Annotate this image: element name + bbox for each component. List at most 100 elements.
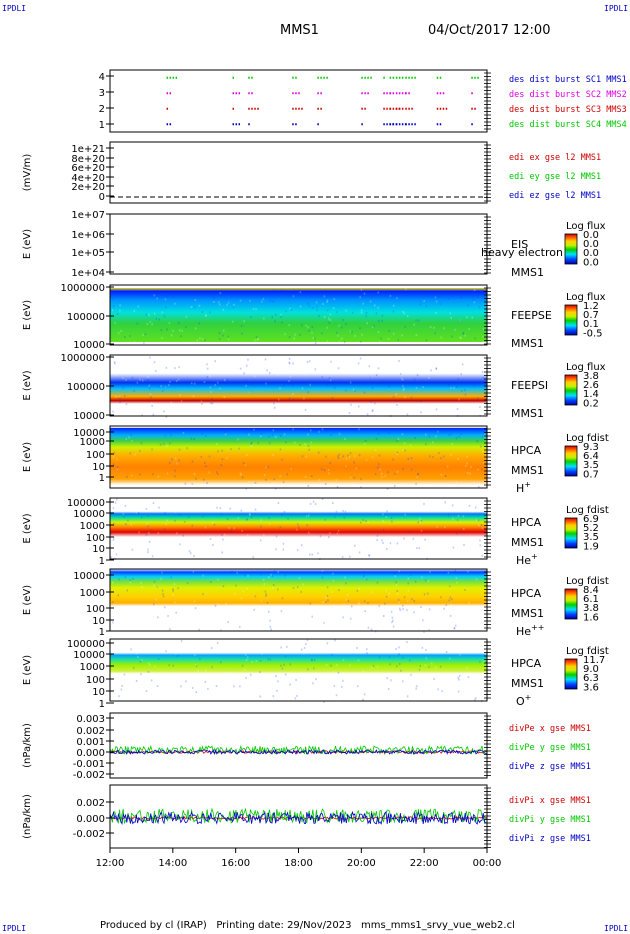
burst-mark [477,76,479,79]
panel-frame [109,712,488,779]
colorbar-tick-label: 0.0 [583,239,599,250]
burst-mark [251,92,253,95]
burst-mark [436,76,439,79]
spacecraft-label: MMS1 [511,407,544,420]
legend-entry: divPi y gse MMS1 [509,815,591,825]
y-axis-title: E (eV) [22,585,33,615]
burst-mark [392,107,395,110]
y-tick-label: 10000 [73,340,105,351]
spectrogram-hpca-he [110,498,487,559]
burst-mark [169,76,172,79]
burst-mark [398,92,401,95]
burst-mark [370,76,372,79]
colorbar-tick-label: 1.2 [583,301,599,312]
burst-mark [474,76,476,79]
panel-eis: heavy electron to 1e+07 1e+06 1e+05 1e+04 E (… [22,210,606,279]
y-tick-label: 0.000 [76,748,105,759]
y-axis-title: E (eV) [22,513,33,543]
footer-credits: Produced by cl (IRAP) Printing date: 29/… [100,920,515,931]
corner-label-bottom-left: IPDLI [2,924,27,933]
y-tick-label: 1000 [80,588,105,599]
y-tick-label: 100 [86,675,105,686]
colorbar-tick-label: 1.4 [583,389,599,400]
y-tick-label: 100 [86,604,105,615]
y-axis-title: E (eV) [22,370,33,400]
y-tick-label: 1 [99,699,105,710]
burst-mark [295,76,297,79]
series-line-blue [109,748,487,755]
x-axis: 12:00 14:00 16:00 18:00 20:00 22:00 00:00 [96,848,501,869]
burst-mark [392,92,395,95]
burst-mark [383,123,385,126]
burst-mark [436,123,439,126]
burst-mark [292,92,294,95]
y-tick-label: 1000 [80,437,105,448]
burst-mark [401,123,404,126]
panel-feepse: 1000000 100000 10000 E (eV) FEEPSE MMS1 Log fl… [22,283,606,351]
burst-mark [395,92,398,95]
burst-mark [235,92,238,95]
spacecraft-label: MMS1 [511,536,544,549]
instrument-label: HPCA [511,444,542,457]
y-tick-label: 1000 [80,662,105,673]
y-tick-label: 1e+21 [71,144,105,155]
burst-mark [248,123,250,126]
burst-mark [392,123,395,126]
species-label: H+ [516,480,531,495]
burst-mark [411,76,413,79]
colorbar-tick-label: 2.6 [583,380,599,391]
x-tick-label: 20:00 [347,858,376,869]
colorbar-tick-label: 3.6 [583,682,599,693]
burst-mark [383,92,385,95]
y-tick-label: 1 [99,120,105,131]
burst-mark [405,76,407,79]
y-tick-label: 1000000 [60,283,105,294]
y-tick-label: 3 [99,88,105,99]
burst-mark [395,123,398,126]
y-tick-label: 0.001 [76,737,105,748]
spectrogram-feepsi [110,355,487,416]
burst-mark [232,76,235,79]
burst-mark [251,76,253,79]
burst-mark [414,76,416,79]
burst-mark [320,107,322,110]
colorbar [564,374,578,406]
burst-mark [166,92,169,95]
species-label: O+ [516,693,531,708]
y-tick-label: 10000 [73,411,105,422]
colorbar-tick-label: 8.4 [583,585,599,596]
burst-mark [232,123,235,126]
colorbar-tick-label: 6.1 [583,594,599,605]
panel-frame [109,284,488,346]
y-tick-label: 10 [92,462,105,473]
colorbar [564,658,578,690]
colorbar-title: Log flux [566,221,606,232]
burst-mark [317,92,319,95]
plot-datetime: 04/Oct/2017 12:00 [428,23,551,38]
burst-mark [172,76,175,79]
burst-mark [439,107,442,110]
burst-mark [295,107,297,110]
y-tick-label: 1000 [80,521,105,532]
colorbar-title: Log flux [566,292,606,303]
burst-mark [320,92,322,95]
y-tick-label: 100000 [67,639,105,650]
burst-mark [395,107,398,110]
burst-mark [405,92,407,95]
spectrogram-hpca-h [110,427,487,488]
burst-mark [445,107,448,110]
legend-entry: divPi z gse MMS1 [509,834,591,844]
burst-mark [408,92,410,95]
instrument-label: EIS [511,238,528,251]
colorbar-tick-label: 0.7 [583,469,599,480]
burst-mark [386,107,388,110]
y-tick-label: 0.002 [76,726,105,737]
series-line-blue [109,810,487,826]
legend-entry: edi ez gse l2 MMS1 [509,191,601,201]
colorbar-title: Log fdist [566,576,609,587]
y-tick-label: 10000 [73,428,105,439]
burst-mark [439,92,442,95]
y-tick-label: 0.002 [76,798,105,809]
